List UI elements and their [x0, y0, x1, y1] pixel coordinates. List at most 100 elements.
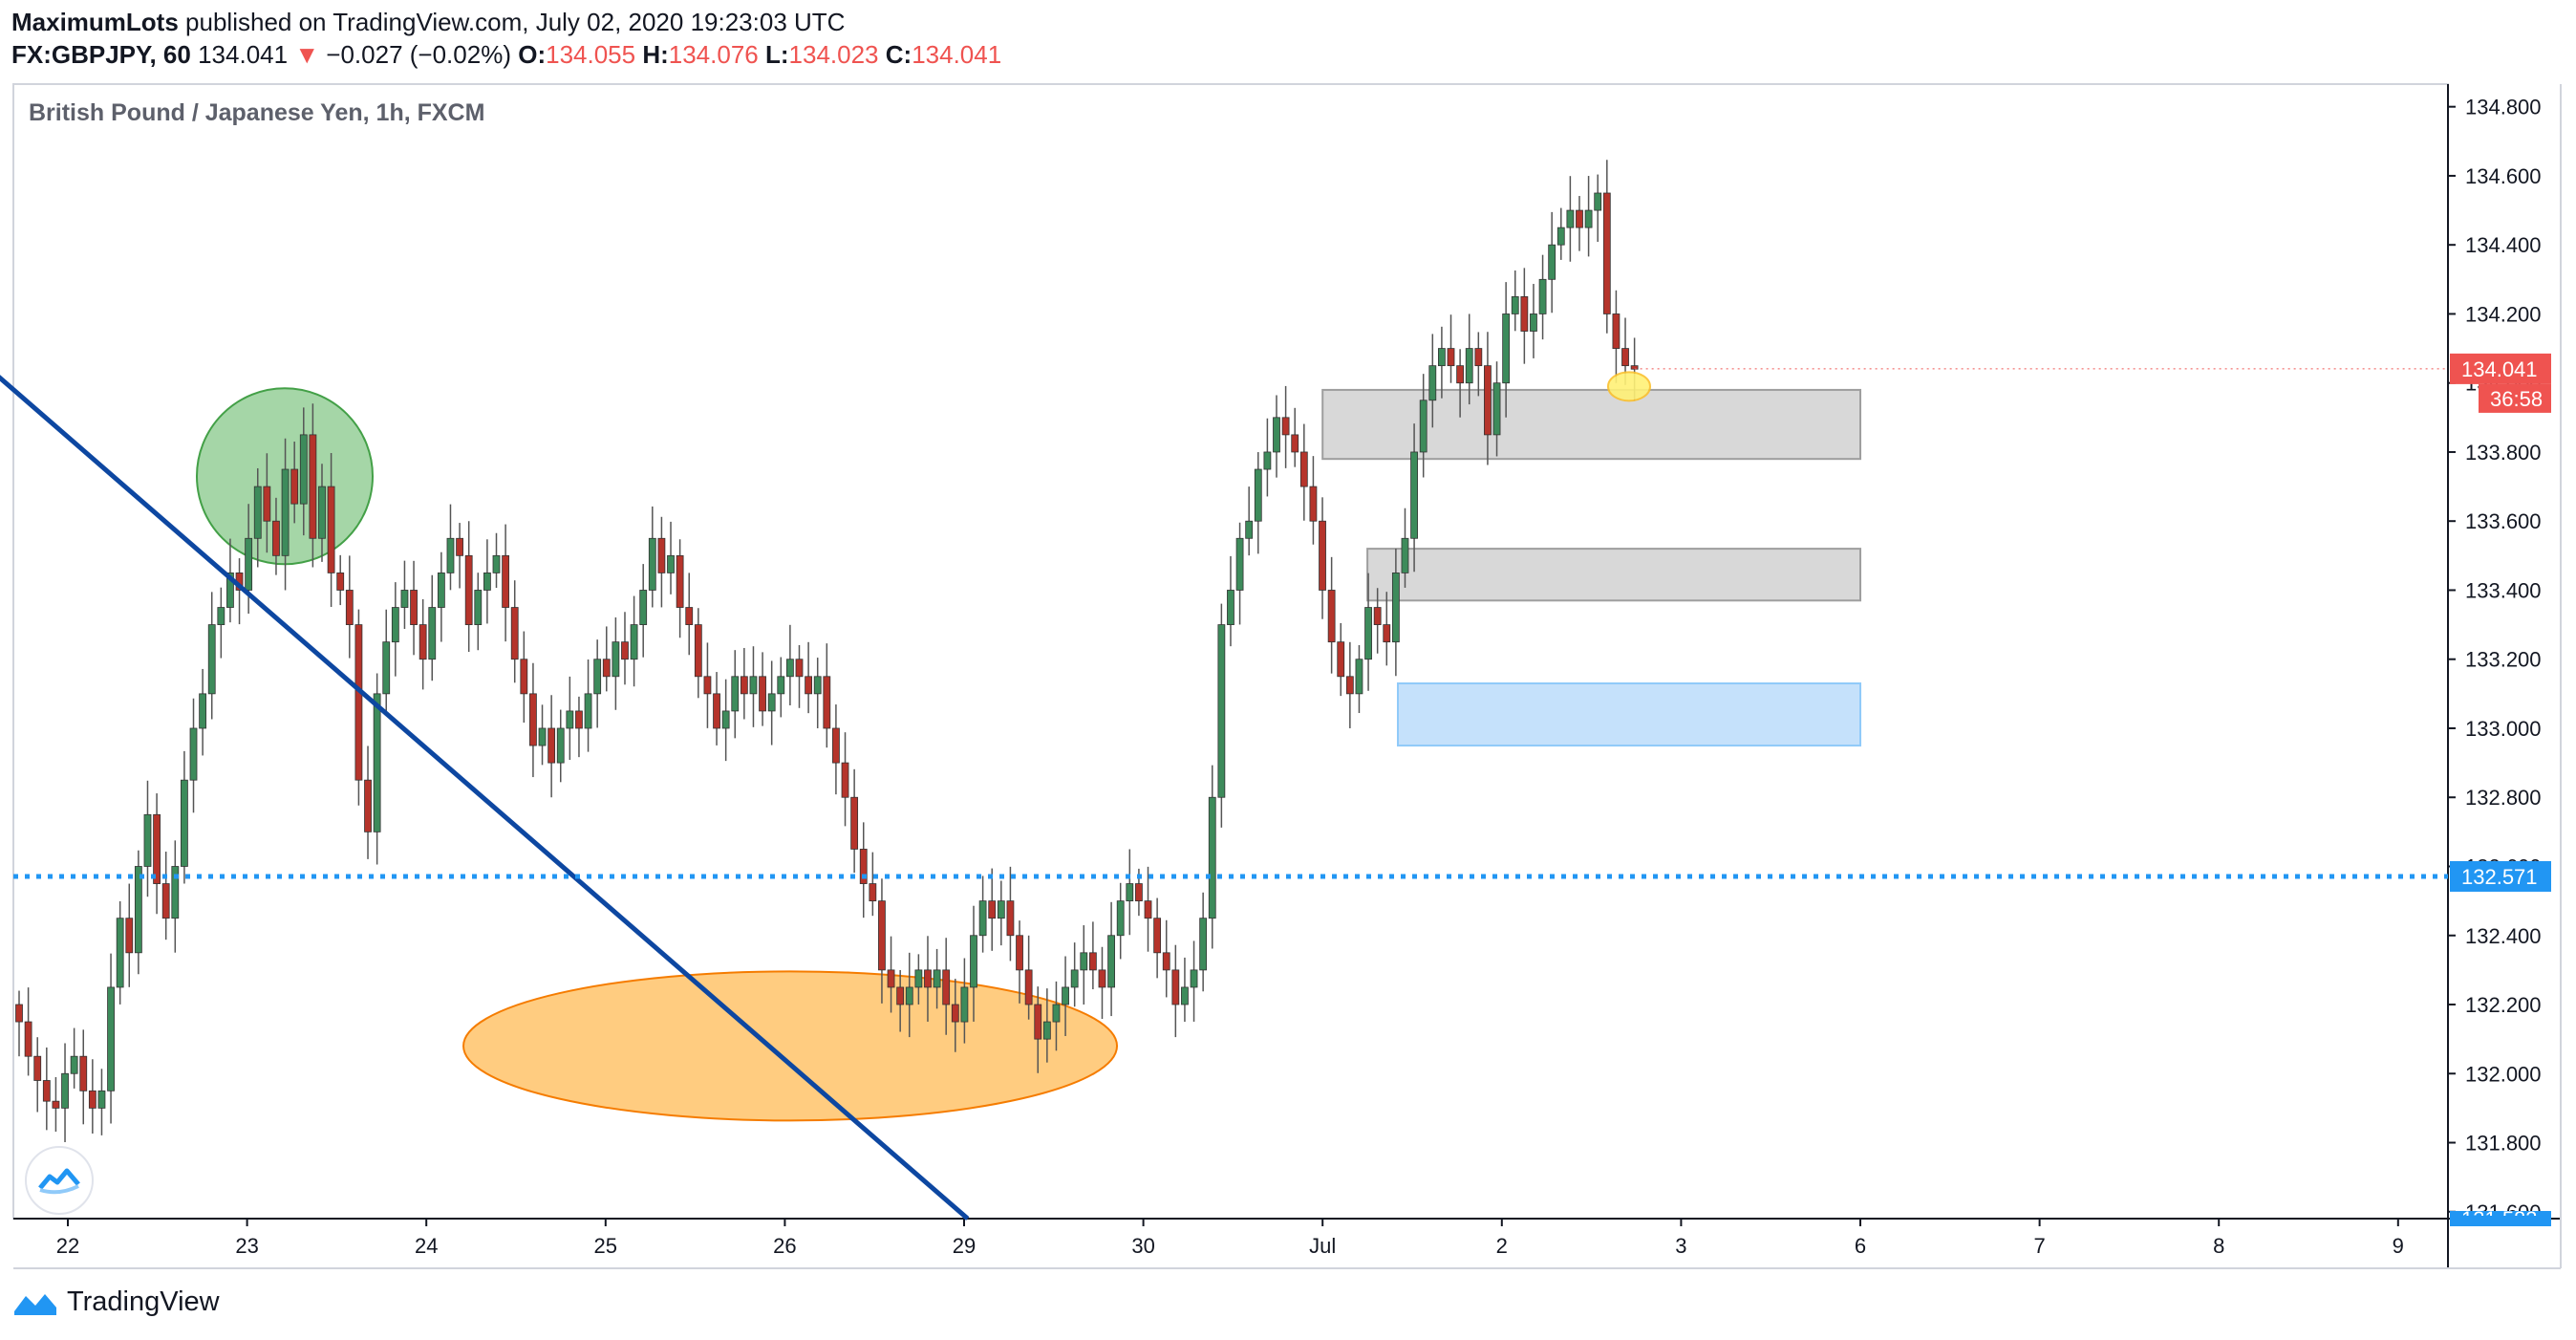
publish-info: MaximumLots published on TradingView.com… — [11, 6, 845, 38]
candle — [1024, 969, 1033, 1005]
candle — [630, 624, 638, 660]
candle — [1263, 451, 1272, 470]
candle — [1319, 520, 1326, 591]
close-value: 134.041 — [912, 40, 1002, 69]
x-tick-label: 23 — [235, 1234, 258, 1258]
candle — [667, 554, 675, 573]
candle — [1576, 209, 1583, 228]
candle — [510, 607, 519, 660]
candle — [1327, 590, 1336, 643]
gray-zone[interactable] — [1366, 548, 1861, 602]
y-tick-label: 133.200 — [2465, 648, 2542, 672]
candle — [529, 693, 537, 746]
candle — [942, 969, 951, 1005]
y-tick-label: 133.600 — [2465, 509, 2542, 533]
candle — [520, 659, 528, 695]
candle — [988, 900, 997, 919]
candle — [1355, 659, 1363, 695]
x-tick-label: Jul — [1309, 1234, 1336, 1258]
candle — [410, 590, 418, 625]
candle — [1373, 607, 1382, 625]
candle — [1273, 417, 1280, 453]
candle — [199, 693, 207, 729]
author-name[interactable]: MaximumLots — [11, 8, 179, 36]
candle — [805, 676, 813, 695]
symbol-label[interactable]: FX:GBPJPY, 60 — [11, 40, 191, 69]
brand-label: TradingView — [67, 1286, 220, 1317]
candle — [1419, 400, 1428, 453]
candle — [272, 520, 280, 556]
candle — [1190, 969, 1198, 988]
candle — [373, 693, 381, 832]
candle — [1126, 883, 1134, 902]
low-label: L: — [764, 40, 789, 69]
candle — [1447, 348, 1455, 367]
candle — [70, 1055, 78, 1074]
candle — [1465, 348, 1473, 384]
candle — [1135, 883, 1143, 902]
candle — [1070, 969, 1079, 988]
symbol-info: FX:GBPJPY, 60 134.041 ▼ −0.027 (−0.02%) … — [11, 38, 1001, 71]
candle — [1208, 796, 1216, 919]
y-tick-label: 132.000 — [2465, 1062, 2542, 1086]
candle — [547, 727, 556, 764]
candle — [97, 1090, 106, 1109]
candle — [602, 659, 611, 678]
down-arrow-icon: ▼ — [294, 40, 320, 69]
countdown-badge — [2479, 383, 2551, 413]
candle — [850, 796, 859, 850]
y-tick-label: 133.800 — [2465, 441, 2542, 465]
candle — [79, 1055, 88, 1091]
candle — [474, 590, 483, 625]
candle — [1438, 348, 1446, 367]
candle — [189, 727, 198, 781]
candle — [1484, 365, 1492, 436]
candle — [226, 573, 234, 608]
candle — [446, 537, 455, 573]
y-tick-label: 133.400 — [2465, 578, 2542, 602]
candle — [1171, 969, 1180, 1005]
candle — [813, 676, 822, 695]
tradingview-watermark-icon[interactable] — [25, 1146, 94, 1215]
footer-brand[interactable]: TradingView — [11, 1286, 220, 1318]
last-price-badge — [2450, 353, 2551, 384]
candle — [15, 1004, 23, 1023]
candle — [960, 986, 969, 1023]
candle — [566, 710, 574, 729]
candle — [924, 969, 932, 988]
candle — [1530, 313, 1537, 332]
candle — [970, 935, 977, 988]
trendline[interactable] — [0, 234, 970, 1221]
candle — [1107, 935, 1115, 988]
level-price-label: 132.571 — [2461, 865, 2538, 889]
candle — [345, 590, 354, 625]
candle — [1502, 313, 1511, 384]
candle — [887, 969, 895, 988]
yellow-marker[interactable] — [1606, 371, 1651, 402]
candle — [1538, 278, 1547, 314]
y-tick-label: 134.400 — [2465, 233, 2542, 257]
candle — [1594, 192, 1602, 211]
y-tick-label: 134.200 — [2465, 302, 2542, 326]
candle — [785, 659, 794, 678]
x-tick-label: 30 — [1131, 1234, 1154, 1258]
candle — [161, 883, 170, 919]
candle — [896, 986, 905, 1005]
candle — [327, 486, 335, 573]
candle — [107, 986, 115, 1091]
candle — [400, 590, 409, 608]
candle — [951, 1004, 959, 1023]
blue-zone[interactable] — [1396, 682, 1861, 747]
gray-zone[interactable] — [1321, 388, 1861, 461]
candle — [437, 573, 445, 608]
candle — [593, 659, 602, 695]
candle — [648, 537, 656, 591]
candle — [52, 1100, 60, 1109]
candle — [1410, 451, 1418, 539]
candle — [309, 434, 317, 539]
candle — [1098, 969, 1106, 988]
candle — [703, 676, 712, 695]
candle — [116, 918, 124, 988]
candle — [1511, 295, 1519, 314]
